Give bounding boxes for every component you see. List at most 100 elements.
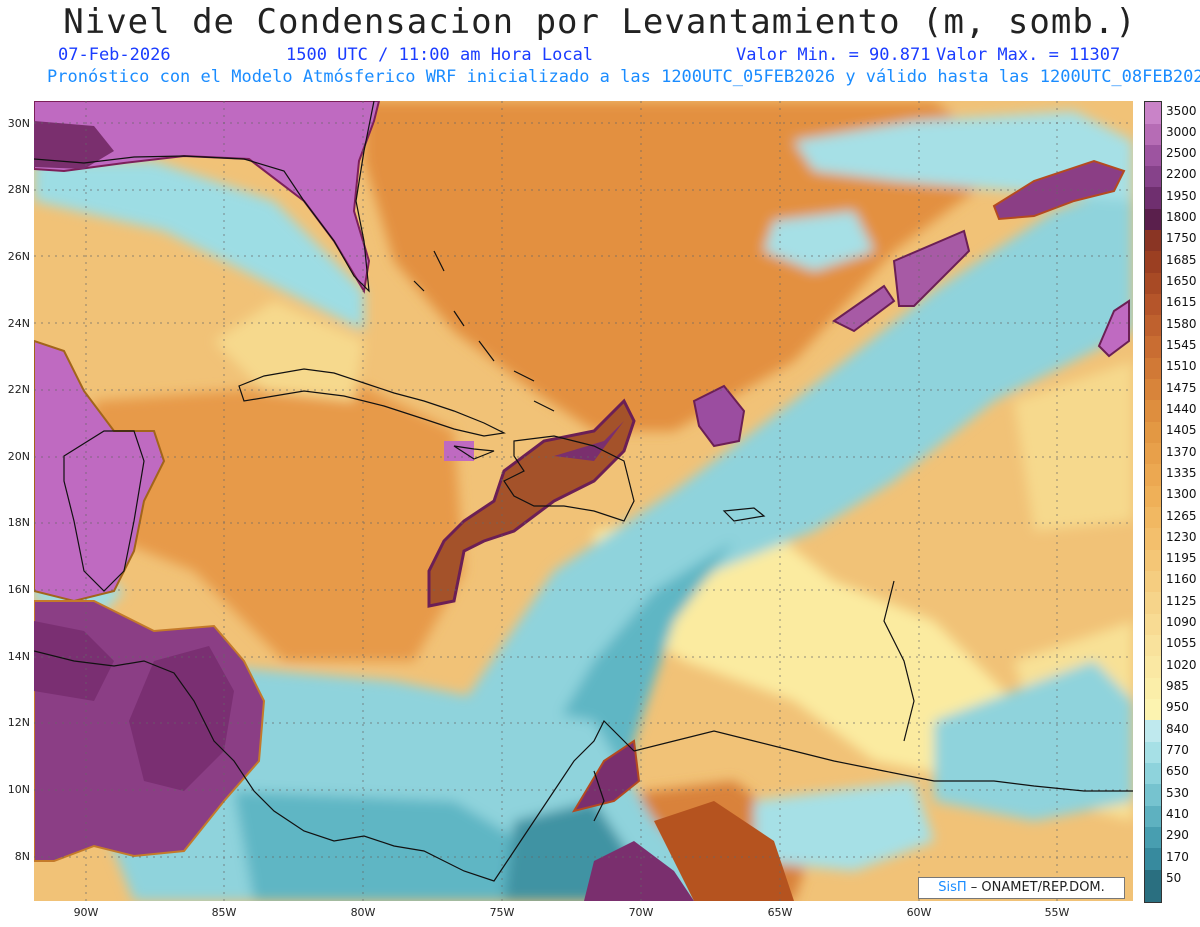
legend-swatch (1145, 336, 1161, 358)
legend-label: 985 (1166, 679, 1189, 693)
legend-swatch (1145, 294, 1161, 315)
legend-swatch (1145, 124, 1161, 145)
legend-label: 3000 (1166, 125, 1197, 139)
legend-swatch (1145, 273, 1161, 294)
forecast-time: 1500 UTC / 11:00 am Hora Local (286, 45, 594, 65)
legend-swatch (1145, 422, 1161, 443)
legend-label: 530 (1166, 786, 1189, 800)
legend-label: 840 (1166, 722, 1189, 736)
legend-swatch (1145, 507, 1161, 528)
legend-label: 1510 (1166, 359, 1197, 373)
legend-swatch (1145, 720, 1161, 742)
min-value: Valor Min. = 90.871 (736, 45, 931, 65)
lon-label-55w: 55W (1044, 906, 1070, 919)
legend-label: 1650 (1166, 274, 1197, 288)
legend-swatch (1145, 614, 1161, 635)
lat-label-16n: 16N (7, 583, 30, 596)
legend-label: 1090 (1166, 615, 1197, 629)
lon-label-70w: 70W (628, 906, 654, 919)
lat-label-18n: 18N (7, 516, 30, 529)
forecast-date: 07-Feb-2026 (58, 45, 171, 65)
legend-swatch (1145, 145, 1161, 166)
legend-swatch (1145, 806, 1161, 827)
legend-swatch (1145, 635, 1161, 656)
legend-label: 1125 (1166, 594, 1197, 608)
model-info: Pronóstico con el Modelo Atmósferico WRF… (47, 67, 1200, 87)
legend-label: 170 (1166, 850, 1189, 864)
lat-label-22n: 22N (7, 383, 30, 396)
max-value: Valor Max. = 11307 (936, 45, 1121, 65)
legend-swatch (1145, 656, 1161, 678)
lon-label-90w: 90W (73, 906, 99, 919)
legend-label: 410 (1166, 807, 1189, 821)
legend-label: 1230 (1166, 530, 1197, 544)
legend-swatch (1145, 742, 1161, 763)
legend-swatch (1145, 464, 1161, 486)
lat-label-12n: 12N (7, 716, 30, 729)
lat-label-20n: 20N (7, 450, 30, 463)
legend-label: 1545 (1166, 338, 1197, 352)
legend-swatch (1145, 251, 1161, 273)
lon-label-85w: 85W (211, 906, 237, 919)
legend-label: 1800 (1166, 210, 1197, 224)
legend-swatch (1145, 315, 1161, 336)
legend-swatch (1145, 528, 1161, 550)
legend-label: 1370 (1166, 445, 1197, 459)
legend-swatch (1145, 827, 1161, 848)
legend-swatch (1145, 358, 1161, 379)
legend-swatch (1145, 571, 1161, 592)
legend-swatch (1145, 592, 1161, 614)
legend-swatch (1145, 678, 1161, 699)
legend-label: 1055 (1166, 636, 1197, 650)
lat-label-30n: 30N (7, 117, 30, 130)
color-scale-bar (1144, 101, 1162, 903)
lat-label-28n: 28N (7, 183, 30, 196)
legend-label: 1160 (1166, 572, 1197, 586)
legend-swatch (1145, 187, 1161, 209)
legend-label: 1440 (1166, 402, 1197, 416)
legend-label: 1615 (1166, 295, 1197, 309)
legend-label: 1405 (1166, 423, 1197, 437)
legend-label: 50 (1166, 871, 1182, 885)
legend-label: 650 (1166, 764, 1189, 778)
lat-label-14n: 14N (7, 650, 30, 663)
legend-label: 2200 (1166, 167, 1197, 181)
legend-swatch (1145, 763, 1161, 784)
legend-label: 1020 (1166, 658, 1197, 672)
lat-label-26n: 26N (7, 250, 30, 263)
legend-label: 1300 (1166, 487, 1197, 501)
legend-label: 1475 (1166, 381, 1197, 395)
legend-label: 770 (1166, 743, 1189, 757)
lat-label-10n: 10N (7, 783, 30, 796)
legend-swatch (1145, 166, 1161, 187)
legend-label: 1265 (1166, 509, 1197, 523)
lon-label-75w: 75W (489, 906, 515, 919)
legend-label: 3500 (1166, 104, 1197, 118)
lat-label-24n: 24N (7, 317, 30, 330)
legend-label: 2500 (1166, 146, 1197, 160)
legend-swatch (1145, 209, 1161, 230)
legend-swatch (1145, 443, 1161, 464)
legend-label: 1335 (1166, 466, 1197, 480)
legend-swatch (1145, 699, 1161, 720)
lcl-map (34, 101, 1133, 901)
legend-label: 1750 (1166, 231, 1197, 245)
legend-swatch (1145, 784, 1161, 806)
legend-swatch (1145, 400, 1161, 422)
legend-swatch (1145, 102, 1161, 124)
credit-org: – ONAMET/REP.DOM. (966, 880, 1105, 895)
legend-label: 1685 (1166, 253, 1197, 267)
legend-label: 290 (1166, 828, 1189, 842)
legend-label: 950 (1166, 700, 1189, 714)
credit-box: SisΠ – ONAMET/REP.DOM. (918, 877, 1125, 899)
sispi-logo-text: SisΠ (938, 880, 967, 895)
lon-label-65w: 65W (767, 906, 793, 919)
lon-label-80w: 80W (350, 906, 376, 919)
legend-swatch (1145, 550, 1161, 571)
legend-swatch (1145, 379, 1161, 400)
legend-label: 1580 (1166, 317, 1197, 331)
legend-swatch (1145, 870, 1161, 902)
lon-label-60w: 60W (906, 906, 932, 919)
lat-label-8n: 8N (14, 850, 30, 863)
legend-label: 1195 (1166, 551, 1197, 565)
